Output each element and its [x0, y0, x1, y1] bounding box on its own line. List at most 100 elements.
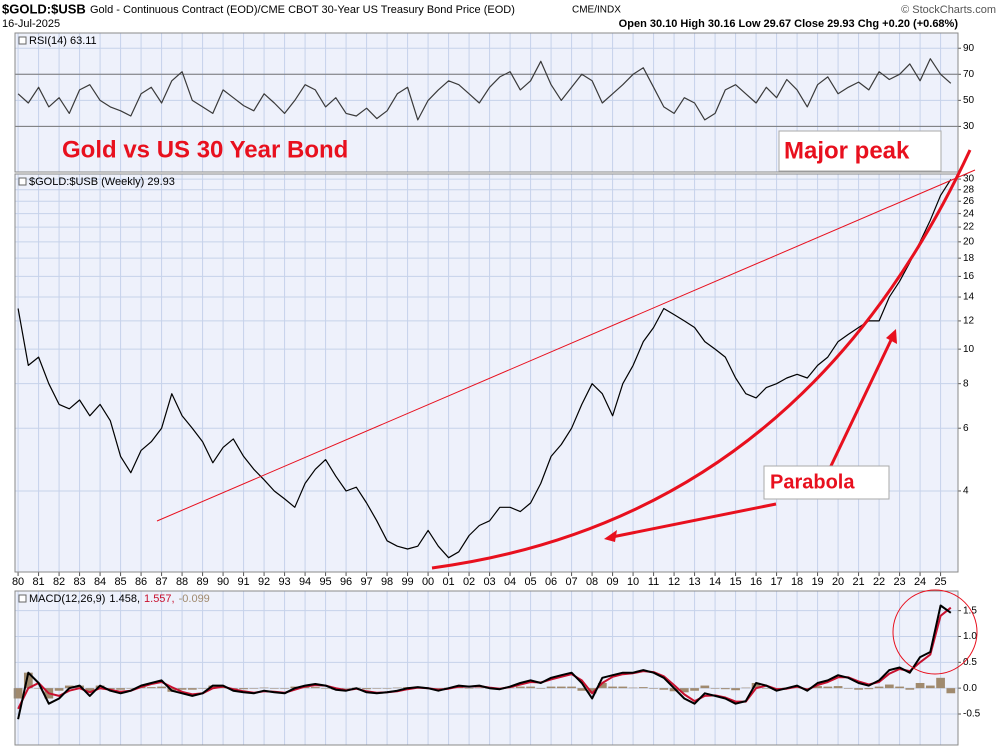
header: $GOLD:$USB Gold - Continuous Contract (E…: [2, 1, 996, 29]
quote: Open 30.10 High 30.16 Low 29.67 Close 29…: [619, 18, 959, 30]
x-tick-label: 23: [893, 576, 905, 588]
trend-line: [156, 169, 976, 522]
x-tick-label: 82: [53, 576, 65, 588]
x-tick-label: 92: [258, 576, 270, 588]
y-tick-label: 18: [963, 253, 975, 264]
histogram-bar: [792, 687, 802, 689]
legend-entry: -0.099: [179, 593, 210, 605]
histogram-bar: [208, 685, 218, 689]
annotation-parabola: Parabola: [770, 471, 855, 493]
histogram-bar: [433, 688, 443, 690]
histogram-bar: [116, 688, 125, 690]
y-tick-label: 24: [963, 208, 975, 219]
histogram-bar: [628, 687, 638, 689]
x-tick-label: 19: [811, 576, 823, 588]
histogram-bar: [310, 687, 320, 689]
histogram-bar: [946, 688, 956, 694]
x-tick-label: 07: [565, 576, 577, 588]
annotation-box: [778, 130, 942, 172]
y-tick-label: 26: [963, 196, 975, 207]
legend-entry: 1.557,: [144, 593, 175, 605]
x-tick-label: 01: [442, 576, 454, 588]
y-tick-label: 6: [963, 423, 969, 434]
histogram-bar: [23, 672, 33, 689]
y-tick-label: 0.5: [963, 657, 977, 668]
histogram-bar: [454, 687, 464, 689]
histogram-bar: [526, 686, 535, 689]
histogram-bar: [362, 688, 371, 690]
histogram-bar: [198, 688, 207, 689]
histogram-bar: [146, 687, 156, 689]
histogram-bar: [13, 688, 23, 699]
arrow: [828, 337, 894, 469]
histogram-bar: [515, 686, 525, 689]
annotation-peak: Major peak: [784, 137, 910, 164]
annotations: Gold vs US 30 Year Bond Major peak Parab…: [62, 130, 978, 675]
y-tick-label: 50: [963, 95, 975, 106]
histogram-bar: [751, 682, 761, 689]
x-tick-label: 84: [94, 576, 106, 588]
histogram-bar: [259, 687, 269, 689]
histogram-bar: [915, 682, 925, 689]
x-tick-label: 96: [340, 576, 352, 588]
histogram-bar: [54, 688, 64, 691]
histogram-bar: [843, 688, 853, 689]
x-tick-label: 12: [668, 576, 680, 588]
histogram-bar: [823, 686, 833, 689]
x-tick-label: 03: [483, 576, 495, 588]
x-tick-label: 25: [934, 576, 946, 588]
x-tick-label: 17: [770, 576, 782, 588]
x-tick-label: 24: [914, 576, 926, 588]
panel-background: [14, 173, 959, 573]
histogram-bar: [105, 688, 115, 690]
y-tick-label: 14: [963, 292, 975, 303]
y-tick-label: 0.0: [963, 683, 977, 694]
x-tick-label: 20: [832, 576, 844, 588]
date: 16-Jul-2025: [2, 18, 60, 30]
panel-border: [14, 32, 959, 173]
histogram-bar: [710, 688, 720, 689]
x-tick-label: 06: [545, 576, 557, 588]
histogram-bar: [813, 686, 822, 689]
description: Gold - Continuous Contract (EOD)/CME CBO…: [90, 4, 515, 16]
x-tick-label: 15: [729, 576, 741, 588]
x-tick-label: 05: [524, 576, 536, 588]
y-tick-label: 90: [963, 43, 975, 54]
y-tick-label: 20: [963, 236, 975, 247]
source: © StockCharts.com: [901, 4, 996, 16]
histogram-bar: [321, 688, 330, 689]
histogram-bar: [833, 686, 843, 689]
histogram-bar: [741, 687, 751, 689]
x-tick-label: 14: [709, 576, 721, 588]
x-tick-label: 09: [606, 576, 618, 588]
histogram-bar: [936, 677, 945, 689]
y-tick-label: 8: [963, 378, 969, 389]
series-line: [17, 604, 952, 720]
arrow-head: [604, 530, 617, 542]
x-tick-label: 81: [32, 576, 44, 588]
y-tick-label: 12: [963, 316, 975, 327]
y-tick-label: -0.5: [963, 709, 981, 720]
histogram-bar: [700, 685, 710, 689]
x-tick-label: 86: [135, 576, 147, 588]
x-tick-label: 16: [750, 576, 762, 588]
histogram-bar: [280, 688, 289, 689]
histogram-bar: [720, 688, 730, 690]
histogram-bar: [239, 688, 248, 690]
x-tick-label: 85: [114, 576, 126, 588]
histogram-bar: [157, 686, 166, 689]
arrow: [611, 502, 777, 539]
arrow-head: [886, 329, 897, 344]
legend-entry: MACD(12,26,9): [29, 593, 105, 605]
series-line: [17, 179, 952, 559]
plot-area: 30 50 70 90 RSI(14) 63.11 4 6 8 10 12 14 16 18 20 22 24…: [12, 32, 981, 746]
x-tick-label: 83: [73, 576, 85, 588]
histogram-bar: [638, 687, 648, 689]
histogram-bar: [382, 688, 392, 689]
histogram-bar: [731, 688, 740, 691]
histogram-bar: [187, 688, 197, 690]
histogram-bar: [126, 688, 136, 689]
histogram-bar: [567, 686, 576, 689]
symbol: $GOLD:$USB: [2, 1, 86, 16]
